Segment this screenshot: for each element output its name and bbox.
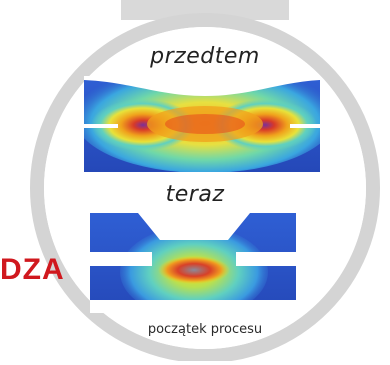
before-weld-panel: [84, 76, 320, 172]
outer-ring: [30, 13, 380, 363]
process-start-caption: początek procesu: [147, 322, 263, 337]
label-after: teraz: [165, 182, 225, 207]
top-column: [121, 0, 289, 20]
label-before: przedtem: [150, 44, 260, 69]
after-weld-panel: [90, 213, 296, 313]
side-word-fragment: DZA: [0, 253, 65, 286]
